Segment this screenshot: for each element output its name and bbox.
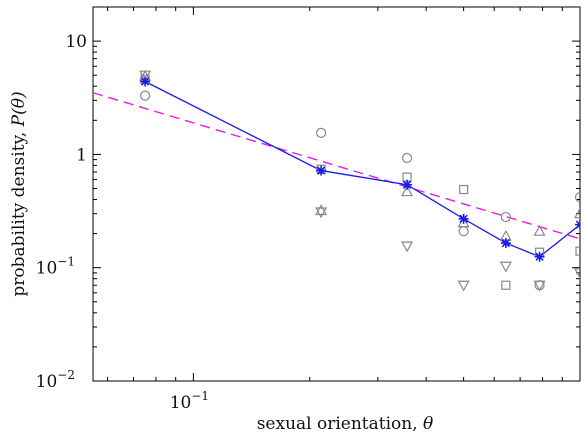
mean-series-line: [144, 80, 580, 258]
triangle-up-point: [315, 204, 328, 216]
star-point: [534, 251, 545, 262]
axis-ticks: [93, 6, 580, 382]
circle-point: [574, 191, 580, 203]
triangle-down-point: [315, 207, 328, 219]
tick-labels: 10 1 10−1 10−2 10−1: [36, 32, 209, 413]
square-point: [575, 246, 580, 256]
y-tick-label: 10: [65, 32, 87, 52]
triangle-down-point: [533, 280, 546, 292]
star-point: [140, 76, 151, 87]
series-layer: [139, 69, 580, 292]
square-point: [501, 280, 511, 290]
circle-point: [316, 127, 327, 138]
fit-line: [92, 92, 581, 240]
triangle-up-point: [401, 185, 414, 197]
triangle-down-point: [499, 261, 512, 273]
star-point: [575, 219, 580, 230]
star-point: [500, 238, 511, 249]
y-tick-label: 10−2: [36, 368, 75, 392]
x-axis-label: sexual orientation, θ: [257, 414, 434, 434]
x-tick-label: 10−1: [170, 389, 209, 413]
fit-layer: [92, 92, 581, 240]
triangle-down-point: [573, 268, 580, 280]
circle-point: [458, 226, 469, 237]
y-tick-label: 1: [76, 145, 87, 165]
star-point: [458, 213, 469, 224]
y-tick-label: 10−1: [36, 255, 75, 279]
triangle-down-point: [457, 280, 470, 292]
series-points: [139, 69, 580, 292]
square-point: [459, 184, 469, 195]
plot-area-frame: [92, 6, 581, 382]
circle-point: [139, 90, 151, 101]
star-point: [316, 165, 327, 176]
y-axis-label: probability density, P(θ): [9, 91, 29, 296]
triangle-up-point: [573, 207, 580, 219]
triangle-down-point: [401, 241, 414, 253]
triangle-down-point: [139, 70, 152, 82]
circle-point: [401, 152, 413, 164]
triangle-up-point: [533, 224, 546, 236]
star-point: [402, 179, 413, 190]
circle-point: [500, 211, 511, 223]
